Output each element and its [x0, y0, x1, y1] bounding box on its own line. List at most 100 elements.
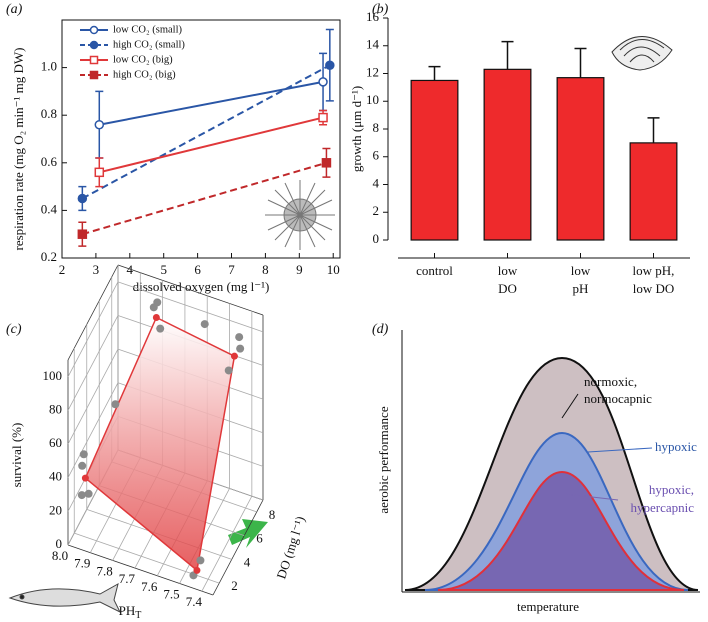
- legend-label: low CO₂ (small): [113, 24, 182, 35]
- point: [77, 491, 86, 500]
- x-axis-label: temperature: [517, 599, 579, 614]
- x-tick-label: control: [416, 263, 453, 278]
- z-tick-label: 60: [49, 435, 62, 450]
- marker: [321, 158, 332, 168]
- grid-line: [67, 382, 119, 478]
- y-axis-label: growth (μm d⁻¹): [349, 86, 364, 172]
- x-tick-label: 7.5: [163, 586, 179, 601]
- x-tick-label: 6: [194, 262, 201, 277]
- surface-vertex: [193, 566, 201, 574]
- x-axis-label-text: PH: [119, 603, 136, 618]
- error-bar: [501, 40, 514, 70]
- bar: [556, 77, 605, 241]
- y-tick-label: 0.6: [41, 154, 58, 169]
- marker: [89, 70, 99, 80]
- error-bar: [574, 47, 587, 78]
- y-tick-label: 12: [366, 64, 379, 79]
- arrow: [228, 519, 268, 548]
- point: [153, 298, 162, 307]
- point: [235, 333, 244, 342]
- point: [111, 400, 120, 409]
- x-tick-label: low: [498, 263, 518, 278]
- fish-icon: [8, 583, 122, 614]
- marker: [94, 167, 105, 178]
- x-tick-label: 5: [160, 262, 167, 277]
- y-tick-label: 0.4: [41, 201, 58, 216]
- y-tick-label: 8: [373, 120, 380, 135]
- x-axis-label: dissolved oxygen (mg l⁻¹): [133, 279, 270, 294]
- x-tick-label: 7: [228, 262, 235, 277]
- series-line: [81, 64, 331, 200]
- marker: [89, 55, 99, 65]
- z-tick-label: 100: [43, 368, 63, 383]
- grid-line: [67, 315, 119, 411]
- y-tick-label: 1.0: [41, 59, 57, 74]
- legend-label: high CO₂ (big): [113, 69, 176, 80]
- marker: [325, 60, 335, 70]
- error-bar: [647, 117, 660, 143]
- marker: [89, 40, 99, 50]
- y-tick-label: 8: [269, 507, 276, 522]
- x-tick-label: 7.9: [74, 556, 90, 571]
- y-axis-label: aerobic performance: [376, 406, 391, 513]
- y-tick-label: 4: [373, 175, 380, 190]
- panel-label: (a): [6, 2, 23, 17]
- clam-icon: [611, 36, 673, 71]
- y-tick-label: 2: [373, 203, 380, 218]
- marker: [89, 25, 99, 35]
- x-tick-label: low: [571, 263, 591, 278]
- point: [156, 324, 165, 333]
- x-tick-label: low pH,: [633, 263, 675, 278]
- bar: [410, 79, 459, 241]
- annotation: hypercapnic: [630, 500, 694, 515]
- z-tick-label: 20: [49, 502, 62, 517]
- performance-curves: [401, 330, 700, 593]
- x-axis-label-sub: T: [135, 610, 141, 621]
- x-tick-label: 7.4: [186, 594, 203, 609]
- x-tick-label: DO: [498, 281, 517, 296]
- box-edge: [67, 264, 119, 361]
- panel-label: (c): [6, 322, 22, 337]
- panel-label: (d): [372, 322, 389, 337]
- x-tick-label: 9: [296, 262, 303, 277]
- y-tick-label: 0.8: [41, 106, 57, 121]
- box-edge: [117, 264, 264, 316]
- box-edge: [67, 544, 214, 596]
- bar: [629, 142, 678, 241]
- y-tick-label: 0: [373, 231, 380, 246]
- y-tick-label: 6: [256, 531, 263, 546]
- point: [236, 344, 245, 353]
- x-tick-label: 2: [59, 262, 66, 277]
- box-edge: [212, 499, 264, 596]
- surface-vertex: [152, 313, 160, 321]
- annotation: normoxic,: [584, 374, 637, 389]
- marker: [318, 112, 328, 123]
- marker: [77, 193, 88, 204]
- annotation: hypoxic: [655, 439, 697, 454]
- series-line: [99, 116, 324, 174]
- grid-line: [67, 348, 119, 445]
- point: [224, 366, 233, 375]
- legend-label: high CO₂ (small): [113, 39, 185, 50]
- error-bar: [428, 65, 441, 81]
- surface-vertex: [230, 352, 238, 360]
- annotation: normocapnic: [584, 391, 652, 406]
- legend-label: low CO₂ (big): [113, 54, 173, 65]
- x-tick-label: 7.7: [119, 571, 136, 586]
- point: [200, 320, 209, 329]
- y-axis-label: respiration rate (mg O₂ min⁻¹ mg DW): [11, 47, 26, 250]
- marker: [77, 229, 88, 239]
- x-tick-label: 7.6: [141, 579, 158, 594]
- y-tick-label: 2: [231, 578, 238, 593]
- x-tick-label: 8: [262, 262, 269, 277]
- grid-line: [179, 488, 230, 584]
- marker: [318, 77, 328, 87]
- x-tick-label: 10: [327, 262, 340, 277]
- x-axis-label: PHT: [119, 603, 142, 621]
- x-tick-label: 7.8: [96, 563, 112, 578]
- z-axis-label: survival (%): [9, 423, 24, 488]
- series-line: [99, 80, 324, 126]
- y-tick-label: 10: [366, 92, 379, 107]
- plot-frame: [61, 19, 341, 259]
- urchin-icon: [265, 180, 335, 250]
